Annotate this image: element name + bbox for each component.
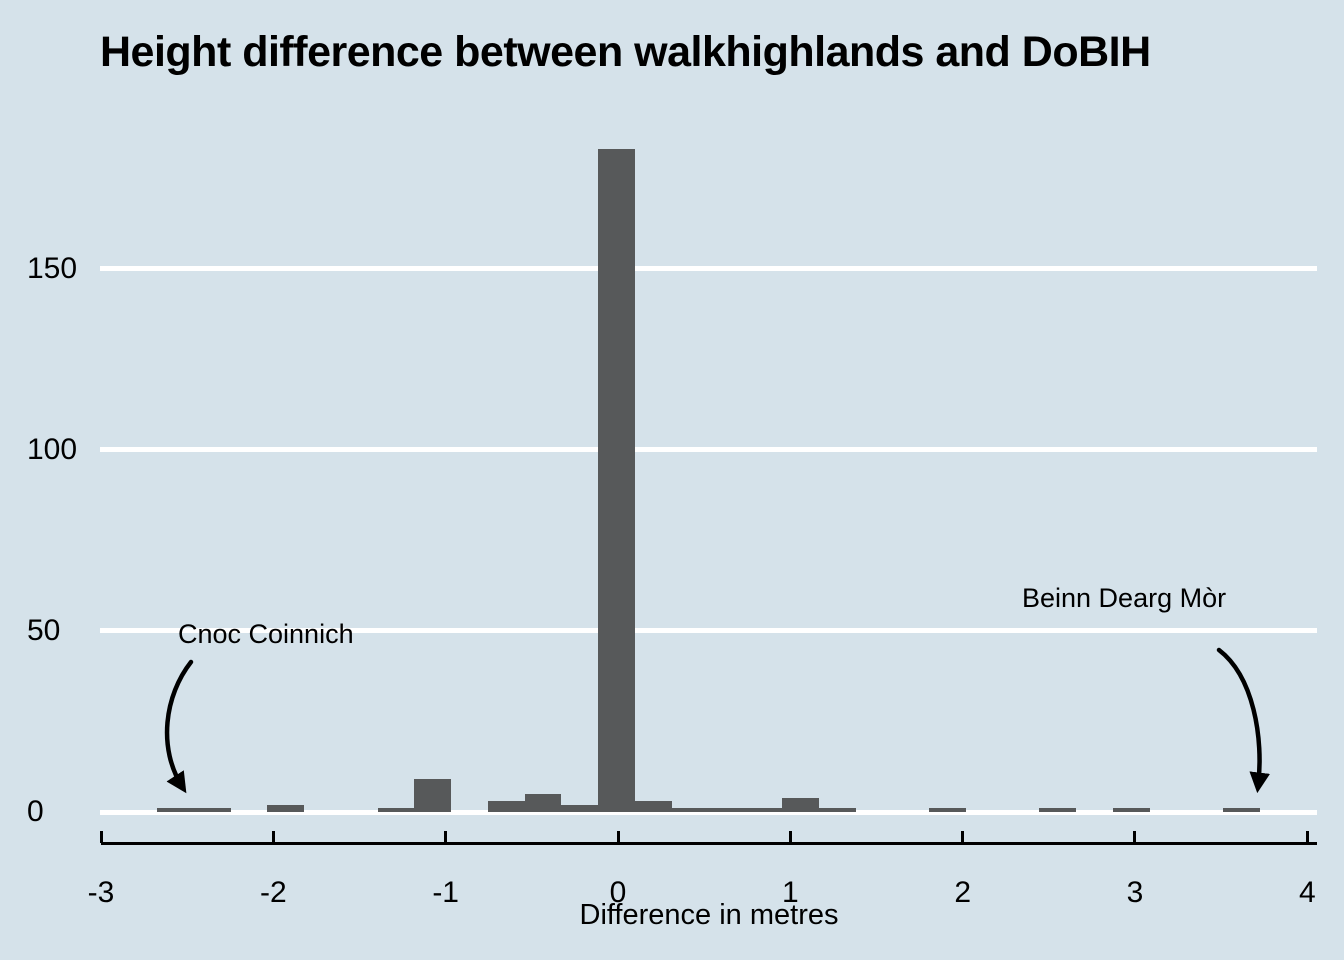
chart-title: Height difference between walkhighlands … (100, 28, 1151, 76)
y-tick-label-100: 100 (27, 432, 78, 466)
histogram-bar (708, 808, 746, 812)
x-tick-label-1: 1 (781, 876, 799, 909)
gridline-y-0 (100, 809, 1317, 815)
annotation-beinn-dearg-mor: Beinn Dearg Mòr (1022, 583, 1227, 613)
histogram-bar (561, 804, 599, 812)
histogram-bar (634, 801, 672, 812)
x-tick-label-3: 3 (1126, 876, 1144, 909)
x-tick-3 (1133, 831, 1137, 843)
arrow-cnoc-coinnich (164, 659, 194, 794)
histogram-bar (671, 808, 709, 812)
histogram-bar (267, 804, 305, 812)
x-tick-label-0: 0 (609, 876, 627, 909)
y-tick-label-0: 0 (27, 795, 44, 828)
histogram-bar (377, 808, 415, 812)
x-tick--3 (99, 831, 103, 843)
x-tick-label-4: 4 (1298, 876, 1316, 909)
histogram-bar (745, 808, 782, 812)
x-tick-label--1: -1 (432, 876, 459, 909)
arrow-beinn-dearg-mor (1216, 647, 1270, 794)
x-tick-0 (616, 831, 620, 843)
histogram-bar (1223, 808, 1260, 812)
histogram-bar (781, 797, 819, 812)
x-tick-4 (1305, 831, 1309, 843)
x-tick-2 (961, 831, 965, 843)
y-tick-label-50: 50 (27, 613, 61, 647)
histogram-bar (1039, 808, 1077, 812)
histogram-bar (818, 808, 856, 812)
histogram-bar (193, 808, 231, 812)
x-tick-label--3: -3 (87, 876, 115, 909)
histogram-bar (157, 808, 194, 812)
histogram-bar (1112, 808, 1150, 812)
histogram-bar (598, 148, 635, 812)
gridline-y-100 (100, 447, 1317, 453)
x-tick-label--2: -2 (259, 876, 287, 909)
histogram-bar (414, 779, 452, 812)
histogram-bar (487, 801, 525, 812)
x-tick--2 (271, 831, 275, 843)
gridline-y-50 (100, 628, 1317, 634)
x-axis-line (101, 842, 1317, 845)
x-tick--1 (444, 831, 448, 843)
x-tick-1 (788, 831, 792, 843)
x-axis-title: Difference in metres (579, 899, 839, 931)
histogram-bar (929, 808, 966, 812)
gridline-y-150 (100, 266, 1317, 272)
annotation-cnoc-coinnich: Cnoc Coinnich (178, 619, 354, 649)
y-tick-label-150: 150 (27, 251, 78, 285)
x-tick-label-2: 2 (954, 876, 971, 909)
histogram-bar (524, 793, 562, 812)
